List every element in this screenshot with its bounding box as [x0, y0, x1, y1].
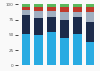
Bar — [73, 34, 82, 65]
Bar — [47, 17, 56, 32]
Bar — [47, 11, 56, 17]
Bar — [86, 22, 94, 42]
Bar — [47, 7, 56, 11]
Bar — [34, 35, 43, 65]
Bar — [73, 17, 82, 34]
Bar — [22, 34, 30, 65]
Bar — [22, 15, 30, 34]
Bar — [34, 11, 43, 18]
Bar — [60, 38, 69, 65]
Bar — [60, 4, 69, 7]
Bar — [60, 20, 69, 38]
Bar — [34, 18, 43, 35]
Bar — [22, 4, 30, 7]
Bar — [34, 7, 43, 11]
Bar — [34, 4, 43, 7]
Bar — [47, 4, 56, 7]
Bar — [86, 12, 94, 22]
Bar — [86, 42, 94, 65]
Bar — [60, 12, 69, 20]
Bar — [47, 32, 56, 65]
Bar — [60, 7, 69, 12]
Bar — [73, 4, 82, 7]
Bar — [86, 4, 94, 7]
Bar — [73, 12, 82, 17]
Bar — [22, 10, 30, 15]
Bar — [22, 7, 30, 10]
Bar — [86, 7, 94, 12]
Bar — [73, 7, 82, 12]
